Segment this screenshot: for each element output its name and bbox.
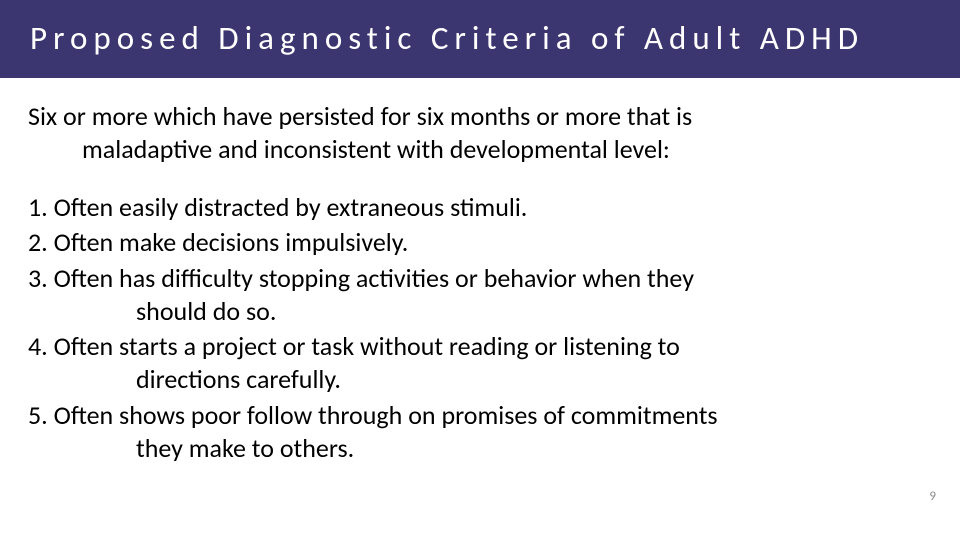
criteria-text: Often easily distracted by extraneous st…: [54, 191, 528, 223]
criteria-number: 5.: [28, 399, 48, 431]
page-number: 9: [929, 489, 936, 504]
criteria-list: 1. Often easily distracted by extraneous…: [28, 191, 932, 465]
criteria-text: Often starts a project or task without r…: [54, 330, 680, 362]
criteria-number: 3.: [28, 262, 48, 294]
slide-title: Proposed Diagnostic Criteria of Adult AD…: [30, 18, 930, 58]
criteria-item: 4. Often starts a project or task withou…: [28, 330, 932, 397]
slide-content: Six or more which have persisted for six…: [0, 78, 960, 465]
criteria-text-cont: directions carefully.: [28, 363, 932, 396]
criteria-item: 3. Often has difficulty stopping activit…: [28, 262, 932, 329]
intro-text: Six or more which have persisted for six…: [28, 100, 932, 165]
criteria-text: Often make decisions impulsively.: [54, 226, 409, 258]
criteria-number: 4.: [28, 330, 48, 362]
criteria-text: Often shows poor follow through on promi…: [54, 399, 718, 431]
criteria-item: 2. Often make decisions impulsively.: [28, 226, 932, 259]
intro-line-2: maladaptive and inconsistent with develo…: [28, 133, 932, 166]
slide-header: Proposed Diagnostic Criteria of Adult AD…: [0, 0, 960, 78]
criteria-text-cont: should do so.: [28, 295, 932, 328]
criteria-number: 2.: [28, 226, 48, 258]
criteria-item: 5. Often shows poor follow through on pr…: [28, 399, 932, 466]
criteria-text: Often has difficulty stopping activities…: [54, 262, 694, 294]
criteria-text-cont: they make to others.: [28, 432, 932, 465]
criteria-item: 1. Often easily distracted by extraneous…: [28, 191, 932, 224]
criteria-number: 1.: [28, 191, 48, 223]
intro-line-1: Six or more which have persisted for six…: [28, 100, 932, 133]
